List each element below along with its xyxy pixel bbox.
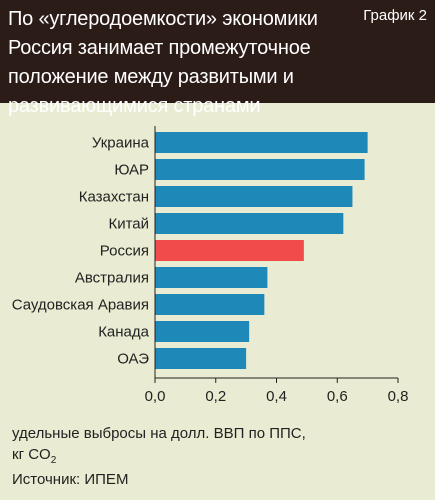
category-label: ЮАР bbox=[114, 162, 149, 179]
chart-header: По «углеродоемкости» экономики Россия за… bbox=[0, 0, 435, 117]
category-label: Австралия bbox=[75, 270, 149, 287]
bar bbox=[155, 267, 268, 288]
bar bbox=[155, 159, 365, 180]
unit-note: удельные выбросы на долл. ВВП по ППС, кг… bbox=[12, 423, 422, 471]
bar-chart: Украина ЮАР Казахстан Китай Россия Австралия С… bbox=[12, 126, 409, 405]
category-label: Россия bbox=[100, 243, 149, 260]
category-label: Казахстан bbox=[79, 189, 149, 206]
unit-line-2: кг CO bbox=[12, 446, 51, 463]
x-tick-label: 0,6 bbox=[327, 388, 348, 403]
x-tick-label: 0,0 bbox=[145, 388, 166, 403]
unit-line-1: удельные выбросы на долл. ВВП по ППС, bbox=[12, 425, 306, 442]
bar bbox=[155, 348, 247, 369]
bar bbox=[155, 294, 265, 315]
bar bbox=[155, 240, 304, 261]
source-note: Источник: ИПЕМ bbox=[12, 471, 129, 488]
category-label: Канада bbox=[98, 324, 149, 341]
x-tick-label: 0,4 bbox=[266, 388, 287, 403]
category-label: Украина bbox=[92, 135, 150, 152]
category-label: ОАЭ bbox=[117, 351, 149, 368]
x-tick-label: 0,8 bbox=[388, 388, 409, 403]
bar bbox=[155, 132, 368, 153]
bar bbox=[155, 186, 353, 207]
category-label: Саудовская Аравия bbox=[12, 297, 149, 314]
chart-title: По «углеродоемкости» экономики Россия за… bbox=[8, 8, 318, 117]
unit-subscript: 2 bbox=[50, 455, 57, 466]
x-tick-label: 0,2 bbox=[205, 388, 226, 403]
chart-area: Украина ЮАР Казахстан Китай Россия Австралия С… bbox=[0, 103, 435, 405]
figure-label: График 2 bbox=[363, 7, 427, 24]
bar bbox=[155, 213, 344, 234]
bar bbox=[155, 321, 250, 342]
category-label: Китай bbox=[108, 216, 149, 233]
